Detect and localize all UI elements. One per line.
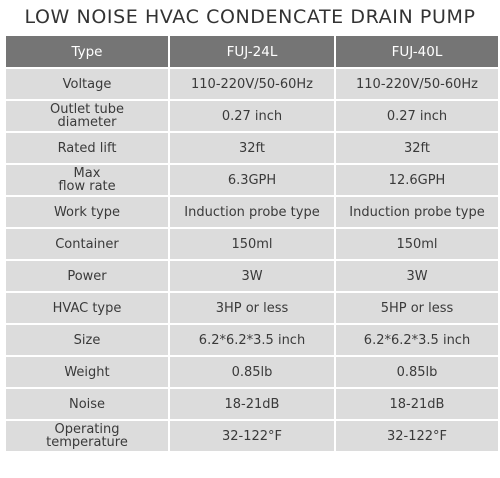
row-label: Voltage xyxy=(6,69,168,99)
cell-fuj-24l: 32ft xyxy=(170,133,334,163)
cell-fuj-40l: 6.2*6.2*3.5 inch xyxy=(336,325,498,355)
cell-fuj-40l: Induction probe type xyxy=(336,197,498,227)
cell-fuj-40l: 110-220V/50-60Hz xyxy=(336,69,498,99)
cell-fuj-40l: 12.6GPH xyxy=(336,165,498,195)
table-row: Container 150ml 150ml xyxy=(6,229,498,259)
cell-fuj-24l: 110-220V/50-60Hz xyxy=(170,69,334,99)
table-row: Voltage 110-220V/50-60Hz 110-220V/50-60Hz xyxy=(6,69,498,99)
row-label-text: Weight xyxy=(64,364,110,380)
row-label: Outlet tube diameter xyxy=(6,101,168,131)
row-label-text: Rated lift xyxy=(57,140,117,156)
cell-fuj-24l: 3HP or less xyxy=(170,293,334,323)
row-label: Operating temperature xyxy=(6,421,168,451)
row-label: Noise xyxy=(6,389,168,419)
cell-fuj-40l: 32ft xyxy=(336,133,498,163)
header-model-fuj-40l: FUJ-40L xyxy=(336,36,498,67)
header-type: Type xyxy=(6,36,168,67)
row-label: Container xyxy=(6,229,168,259)
cell-fuj-24l: 150ml xyxy=(170,229,334,259)
row-label: Max flow rate xyxy=(6,165,168,195)
cell-fuj-24l: Induction probe type xyxy=(170,197,334,227)
cell-fuj-40l: 3W xyxy=(336,261,498,291)
table-row: Weight 0.85lb 0.85lb xyxy=(6,357,498,387)
cell-fuj-24l: 18-21dB xyxy=(170,389,334,419)
cell-fuj-24l: 6.3GPH xyxy=(170,165,334,195)
table-row: Power 3W 3W xyxy=(6,261,498,291)
cell-fuj-40l: 18-21dB xyxy=(336,389,498,419)
row-label-text: Work type xyxy=(53,204,121,220)
row-label-text: Size xyxy=(73,332,101,348)
header-model-fuj-24l: FUJ-24L xyxy=(170,36,334,67)
table-row: Operating temperature 32-122°F 32-122°F xyxy=(6,421,498,451)
table-row: HVAC type 3HP or less 5HP or less xyxy=(6,293,498,323)
cell-fuj-24l: 32-122°F xyxy=(170,421,334,451)
row-label-text: Operating temperature xyxy=(46,421,128,450)
header-row: Type FUJ-24L FUJ-40L xyxy=(6,36,498,67)
row-label: Weight xyxy=(6,357,168,387)
cell-fuj-40l: 150ml xyxy=(336,229,498,259)
table-row: Size 6.2*6.2*3.5 inch 6.2*6.2*3.5 inch xyxy=(6,325,498,355)
row-label: HVAC type xyxy=(6,293,168,323)
table-row: Work type Induction probe type Induction p… xyxy=(6,197,498,227)
row-label-text: Noise xyxy=(68,396,106,412)
row-label: Rated lift xyxy=(6,133,168,163)
table-row: Max flow rate 6.3GPH 12.6GPH xyxy=(6,165,498,195)
cell-fuj-40l: 0.85lb xyxy=(336,357,498,387)
row-label-text: Container xyxy=(55,236,119,252)
row-label-text: Power xyxy=(67,268,107,284)
row-label: Power xyxy=(6,261,168,291)
cell-fuj-24l: 0.27 inch xyxy=(170,101,334,131)
table-body: Voltage 110-220V/50-60Hz 110-220V/50-60Hz O… xyxy=(6,69,498,451)
table-row: Noise 18-21dB 18-21dB xyxy=(6,389,498,419)
table-row: Rated lift 32ft 32ft xyxy=(6,133,498,163)
spec-table: Type FUJ-24L FUJ-40L Voltage 110-220V/50-… xyxy=(4,34,500,453)
cell-fuj-40l: 0.27 inch xyxy=(336,101,498,131)
row-label-text: Outlet tube diameter xyxy=(50,101,124,130)
table-header: Type FUJ-24L FUJ-40L xyxy=(6,36,498,67)
page-title: LOW NOISE HVAC CONDENCATE DRAIN PUMP xyxy=(24,6,476,28)
cell-fuj-40l: 32-122°F xyxy=(336,421,498,451)
cell-fuj-40l: 5HP or less xyxy=(336,293,498,323)
row-label-text: HVAC type xyxy=(52,300,122,316)
cell-fuj-24l: 0.85lb xyxy=(170,357,334,387)
row-label-text: Max flow rate xyxy=(58,165,116,194)
cell-fuj-24l: 3W xyxy=(170,261,334,291)
row-label: Work type xyxy=(6,197,168,227)
cell-fuj-24l: 6.2*6.2*3.5 inch xyxy=(170,325,334,355)
row-label: Size xyxy=(6,325,168,355)
row-label-text: Voltage xyxy=(62,76,112,92)
table-row: Outlet tube diameter 0.27 inch 0.27 inch xyxy=(6,101,498,131)
